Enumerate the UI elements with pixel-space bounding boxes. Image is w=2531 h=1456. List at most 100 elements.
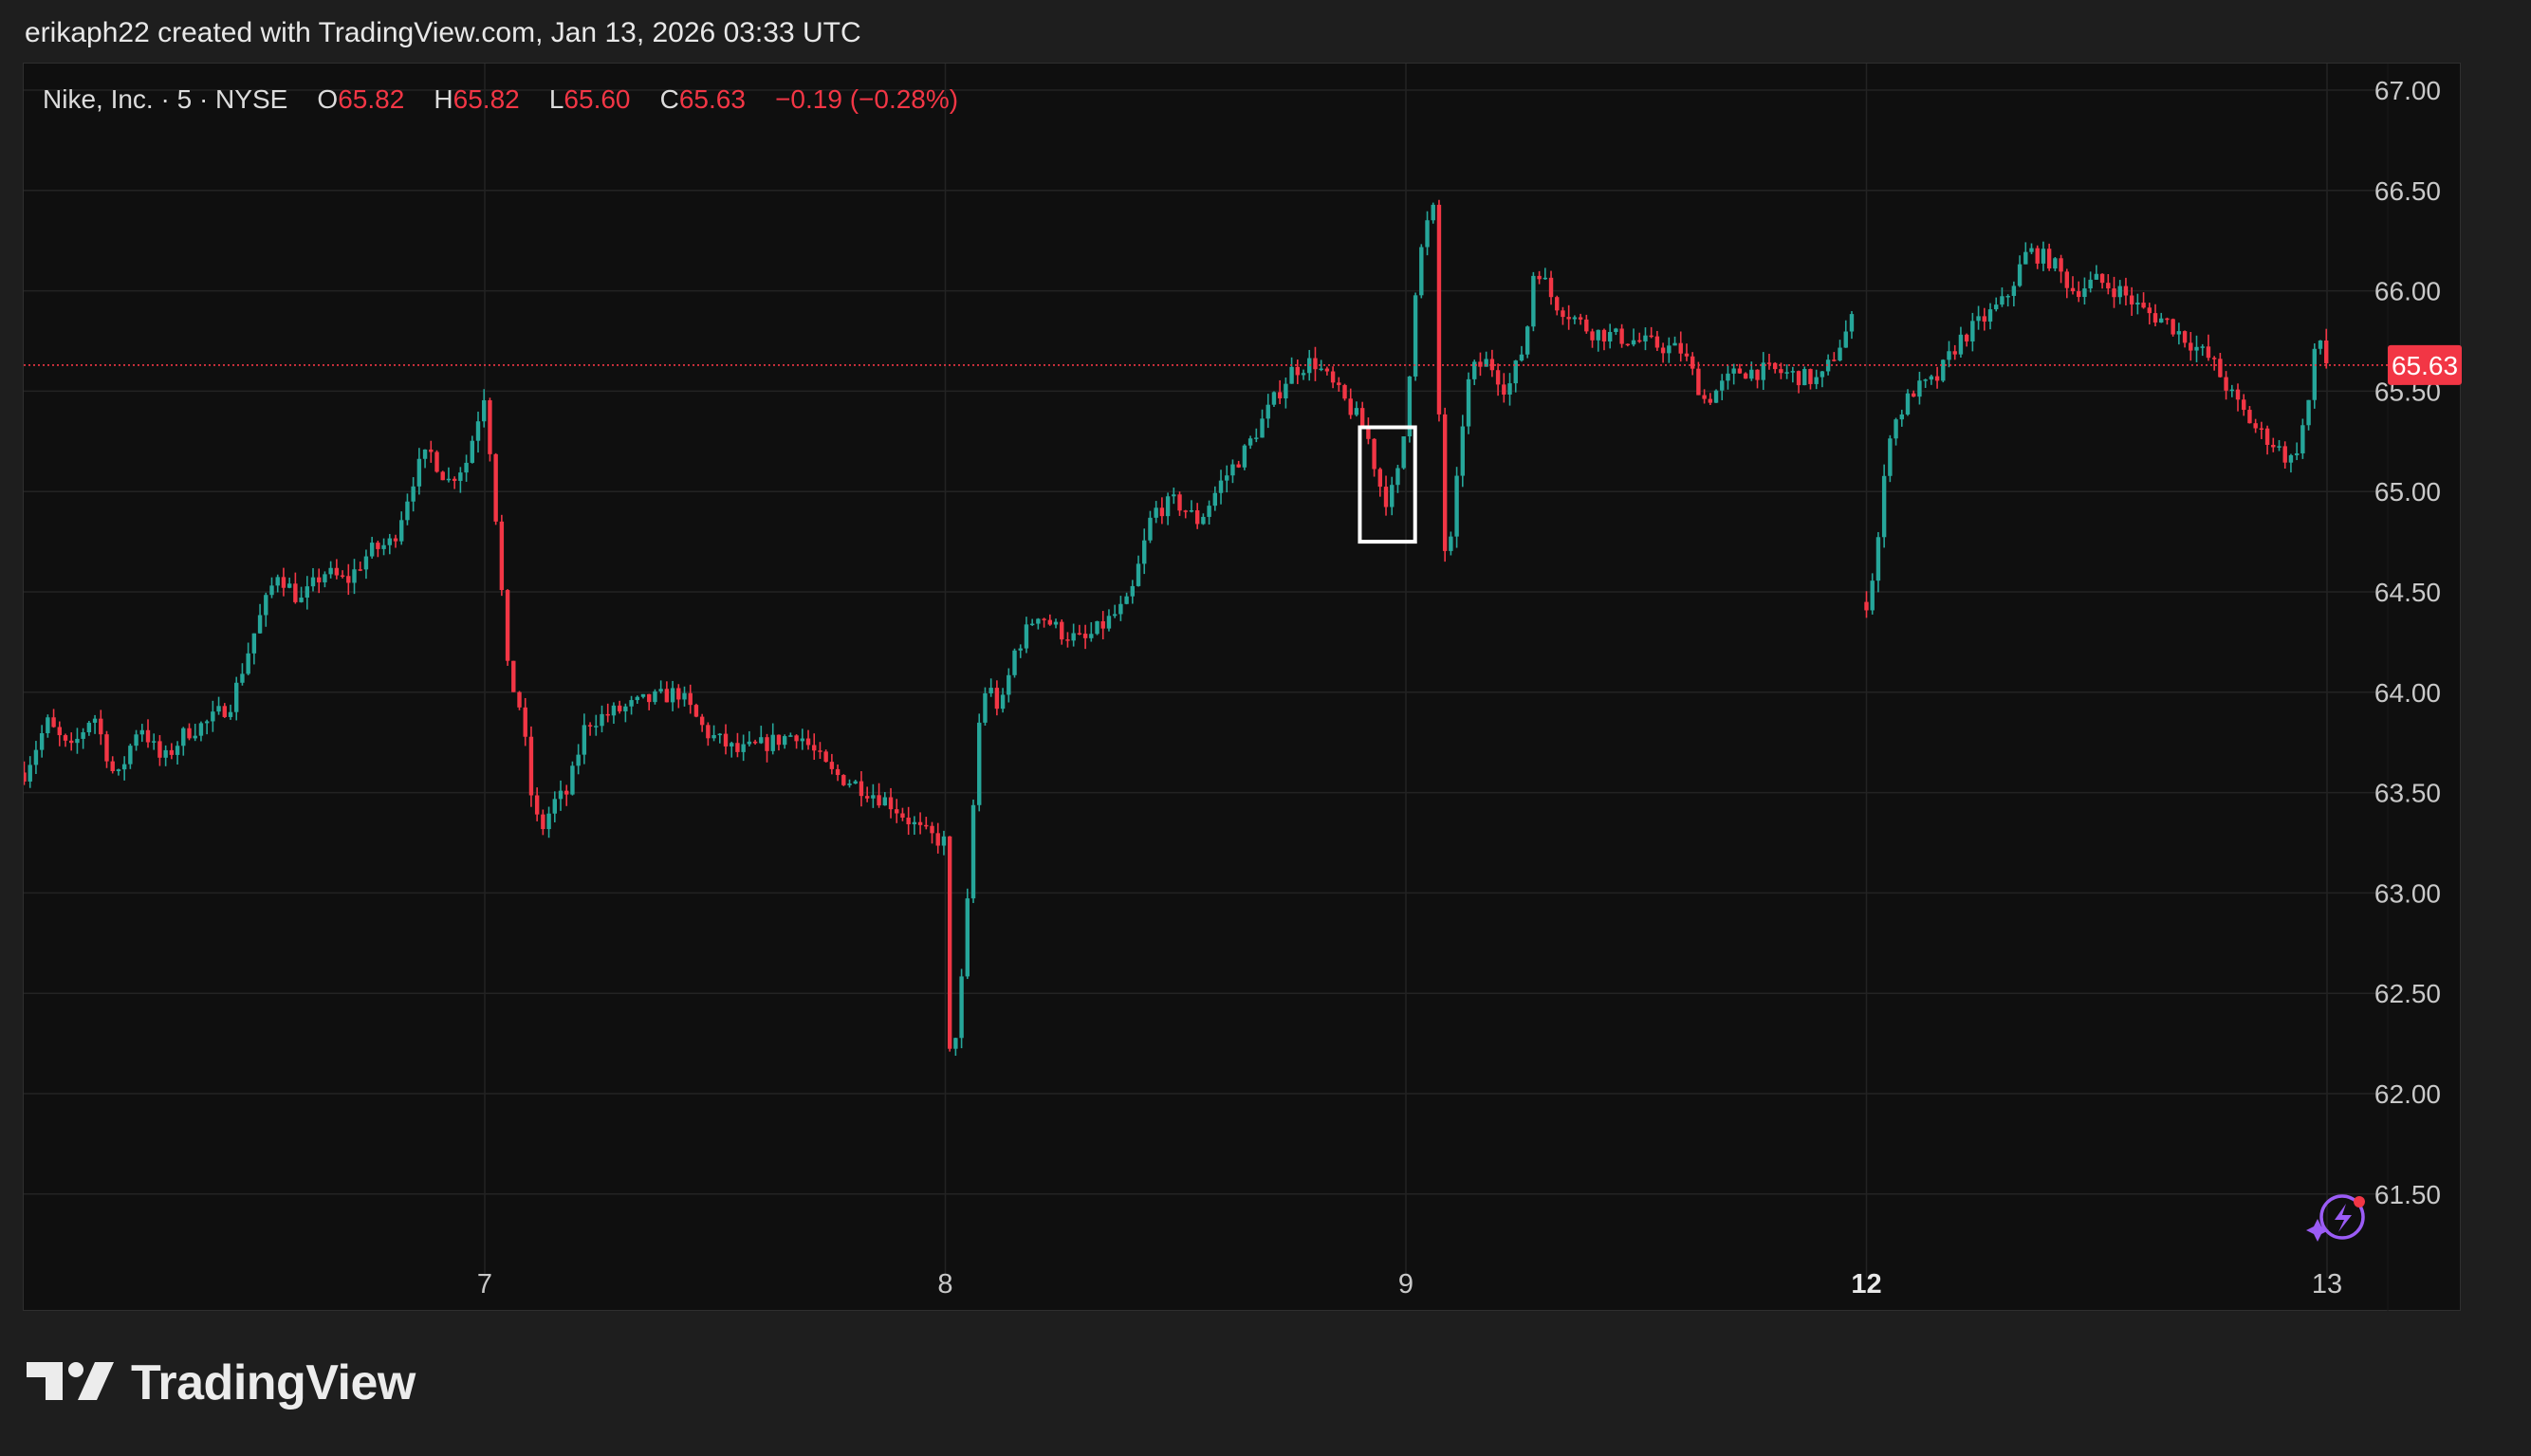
candle-body — [1484, 359, 1488, 367]
candle-body — [2259, 428, 2264, 431]
candle — [829, 753, 835, 775]
y-tick-label: 61.50 — [2374, 1180, 2441, 1209]
candle — [1254, 428, 1259, 443]
candlestick-chart[interactable]: 67.0066.5066.0065.5065.0064.5064.0063.50… — [24, 64, 2462, 1312]
candle-body — [2218, 359, 2223, 378]
candle — [1225, 465, 1229, 493]
candle — [63, 733, 68, 747]
candle-body — [1637, 340, 1642, 342]
candle — [1843, 320, 1848, 348]
candle-body — [1864, 601, 1869, 611]
candle — [1696, 361, 1701, 396]
candle — [2106, 273, 2111, 295]
candle-body — [1212, 492, 1218, 507]
candle-body — [1838, 347, 1842, 361]
candle — [1531, 271, 1536, 332]
candle — [134, 729, 139, 751]
candle — [1548, 270, 1554, 305]
candle-body — [800, 738, 805, 742]
candle-body — [187, 728, 192, 739]
candle — [1766, 353, 1772, 370]
candle-body — [429, 449, 434, 452]
candle-body — [1654, 336, 1660, 348]
candle — [2000, 287, 2004, 307]
candle-body — [688, 692, 693, 706]
candle — [994, 680, 1000, 716]
candle-body — [246, 653, 250, 674]
candle — [416, 448, 422, 495]
candle-body — [222, 706, 227, 717]
candle — [1772, 361, 1778, 374]
candle-body — [2200, 346, 2205, 348]
candle-body — [152, 741, 157, 743]
candle-body — [1012, 650, 1017, 675]
candle-body — [1466, 378, 1471, 427]
candle-body — [2088, 279, 2093, 289]
candle — [488, 397, 492, 462]
legend-open-value: 65.82 — [338, 84, 405, 114]
candle — [1870, 573, 1875, 615]
candle-body — [1531, 275, 1536, 327]
candle-body — [1784, 372, 1789, 374]
candle-body — [706, 725, 711, 739]
candle-body — [1077, 633, 1082, 635]
chart-panel[interactable]: 67.00 66.50 66.00 65.50 65.00 64.50 64.00 63.50… — [23, 63, 2462, 1312]
candle-body — [1888, 438, 1893, 476]
candle — [2235, 383, 2241, 412]
candle-body — [2176, 331, 2182, 335]
candle — [46, 714, 50, 738]
candle — [2117, 280, 2122, 304]
candle-body — [1130, 585, 1136, 597]
candle-body — [376, 543, 380, 549]
candle — [1631, 328, 1636, 347]
candle — [782, 734, 787, 749]
candle — [977, 713, 982, 812]
candle-body — [1507, 383, 1512, 395]
candle-body — [1912, 393, 1916, 397]
candle — [358, 562, 362, 572]
candle-body — [2129, 295, 2134, 305]
candle — [1377, 467, 1383, 497]
candle — [1731, 363, 1736, 385]
candle — [1372, 437, 1376, 477]
x-tick-label: 9 — [1398, 1269, 1413, 1299]
candle-body — [1136, 563, 1141, 586]
candle-body — [2206, 346, 2211, 359]
candle-body — [699, 716, 705, 726]
candle-body — [1359, 408, 1365, 428]
sparkle-lightning-icon[interactable] — [2306, 1194, 2365, 1242]
candle — [1242, 444, 1247, 470]
candle-body — [86, 722, 92, 733]
candle — [2189, 331, 2193, 361]
candle — [1024, 617, 1029, 654]
candle — [765, 733, 769, 763]
candle-body — [1631, 340, 1636, 345]
candle — [1849, 310, 1855, 340]
candle — [2017, 255, 2023, 287]
candle-body — [1601, 329, 1607, 342]
candle — [1289, 357, 1294, 384]
candle-body — [818, 750, 822, 752]
candle — [2242, 394, 2246, 416]
candle — [1395, 465, 1400, 493]
candle — [1555, 295, 1560, 316]
candle — [299, 586, 304, 603]
candle — [305, 576, 309, 610]
candle — [1454, 467, 1459, 548]
candle-body — [1519, 354, 1524, 361]
candle-body — [464, 462, 469, 473]
candle-body — [1578, 317, 1583, 320]
candle-body — [33, 749, 39, 765]
candle-body — [39, 732, 45, 750]
candle — [346, 563, 351, 596]
candle — [1614, 327, 1618, 336]
candle-body — [286, 583, 292, 588]
x-tick-label: 8 — [937, 1269, 952, 1299]
candle-body — [1189, 509, 1194, 512]
candle-body — [977, 722, 982, 805]
candle-body — [782, 736, 787, 746]
snapshot-credit: erikaph22 created with TradingView.com, … — [25, 17, 861, 48]
tradingview-logo[interactable]: TradingView — [27, 1355, 416, 1411]
candle-body — [541, 814, 545, 830]
candle-body — [1366, 427, 1371, 439]
